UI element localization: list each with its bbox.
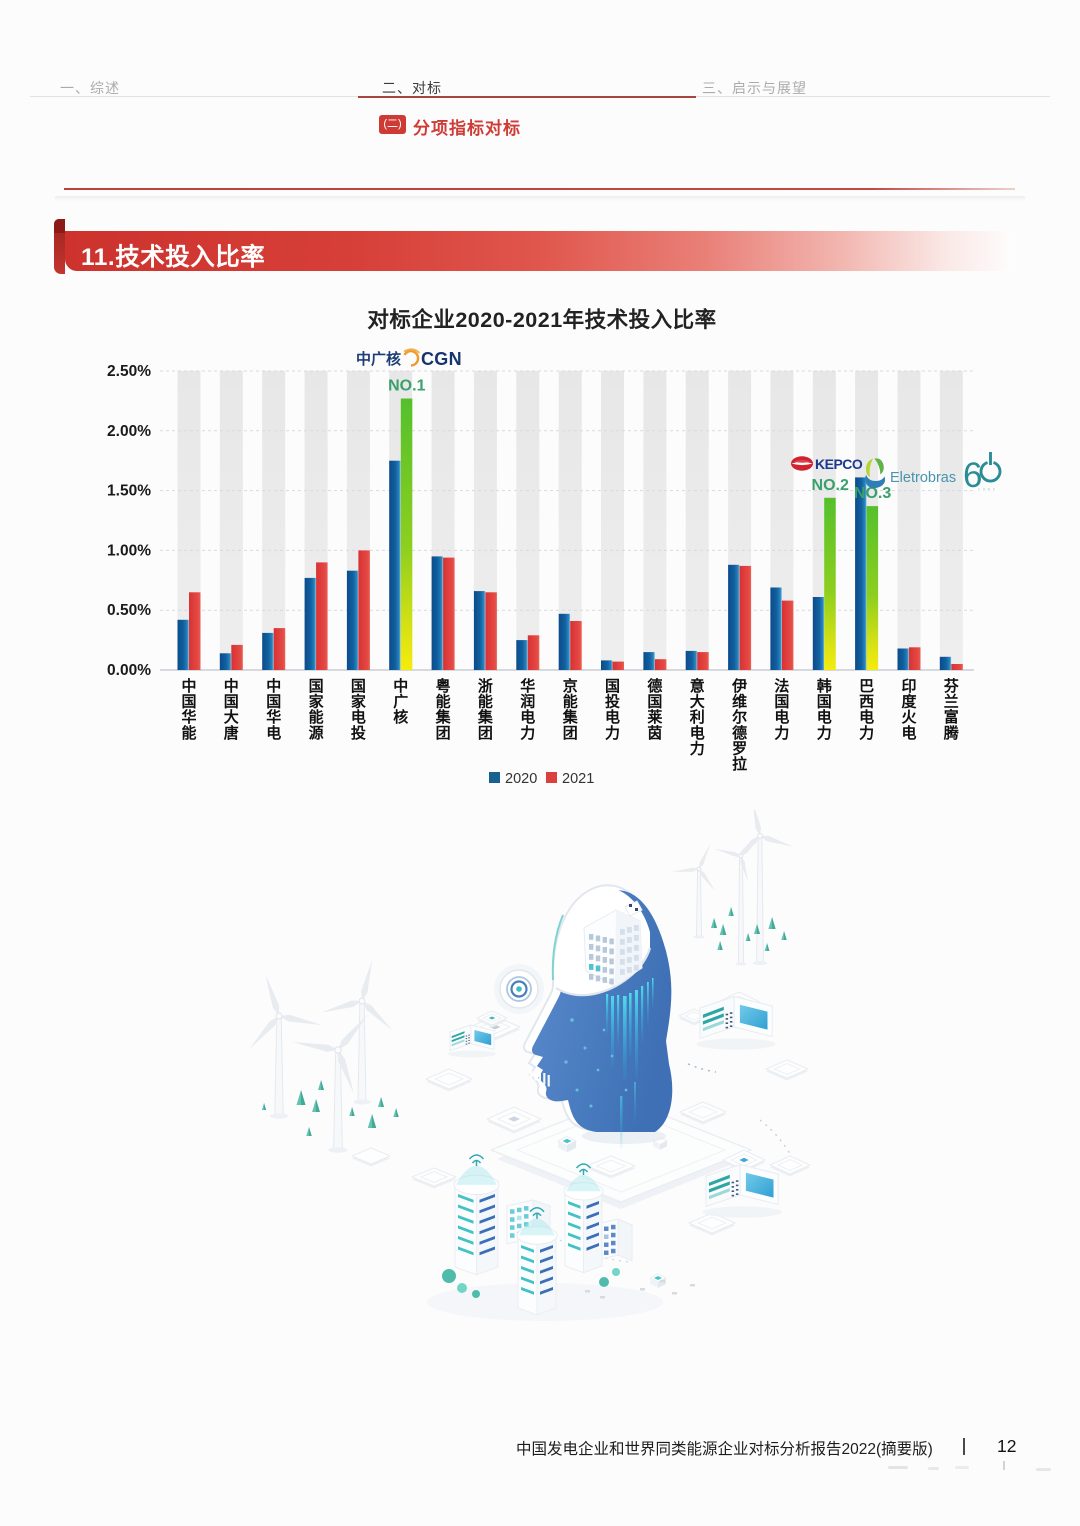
svg-text:韩国电力: 韩国电力 — [817, 677, 832, 742]
svg-text:中国大唐: 中国大唐 — [224, 677, 239, 742]
svg-text:NO.1: NO.1 — [388, 378, 425, 395]
svg-text:NO.2: NO.2 — [812, 477, 849, 494]
svg-text:KEPCO: KEPCO — [815, 456, 863, 472]
svg-text:2.50%: 2.50% — [107, 363, 151, 380]
svg-text:2020: 2020 — [505, 771, 537, 787]
svg-text:2021: 2021 — [562, 771, 594, 787]
svg-text:CGN: CGN — [421, 349, 462, 369]
svg-text:1 9 6 2: 1 9 6 2 — [978, 488, 996, 492]
svg-text:伊维尔德罗拉: 伊维尔德罗拉 — [731, 677, 747, 773]
svg-text:1.50%: 1.50% — [107, 483, 151, 500]
svg-text:粤能集团: 粤能集团 — [435, 677, 452, 742]
svg-text:国投电力: 国投电力 — [605, 678, 620, 742]
svg-text:芬兰富腾: 芬兰富腾 — [943, 677, 960, 742]
svg-text:意大利电力: 意大利电力 — [690, 677, 705, 757]
svg-text:京能集团: 京能集团 — [562, 677, 579, 742]
svg-text:2.00%: 2.00% — [107, 423, 151, 440]
svg-text:巴西电力: 巴西电力 — [859, 678, 874, 742]
svg-text:中国华电: 中国华电 — [266, 677, 281, 742]
svg-text:浙能集团: 浙能集团 — [477, 677, 494, 742]
svg-text:中广核: 中广核 — [356, 350, 401, 368]
svg-text:华润电力: 华润电力 — [520, 677, 535, 742]
svg-text:6: 6 — [963, 456, 982, 495]
svg-text:印度火电: 印度火电 — [901, 677, 917, 742]
svg-text:0.00%: 0.00% — [107, 662, 151, 679]
svg-text:德国莱茵: 德国莱茵 — [647, 677, 662, 742]
svg-text:Eletrobras: Eletrobras — [890, 470, 956, 486]
svg-text:法国电力: 法国电力 — [774, 677, 789, 742]
svg-text:0.50%: 0.50% — [107, 602, 151, 619]
svg-text:中广核: 中广核 — [393, 677, 408, 726]
svg-text:中国华能: 中国华能 — [181, 677, 196, 742]
svg-text:1.00%: 1.00% — [107, 542, 151, 559]
svg-text:国家能源: 国家能源 — [309, 678, 324, 742]
svg-text:NO.3: NO.3 — [854, 485, 891, 502]
svg-text:国家电投: 国家电投 — [351, 678, 366, 742]
